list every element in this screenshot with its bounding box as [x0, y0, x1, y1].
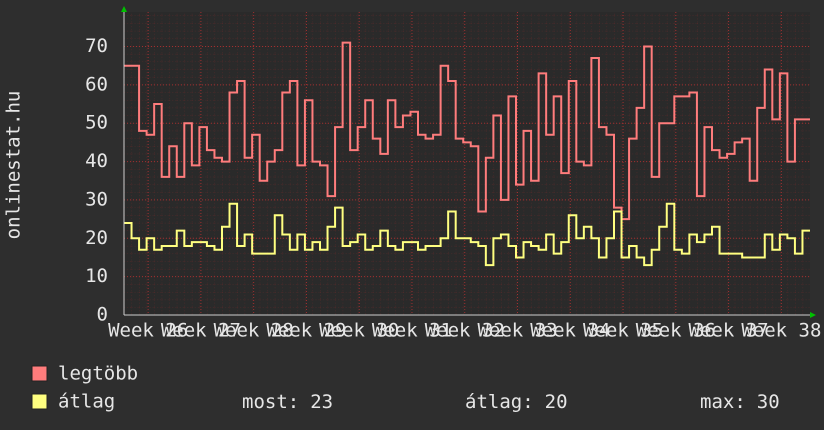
stat-label: max:	[700, 391, 746, 413]
legend-stat: max: 30	[700, 391, 780, 413]
y-tick-label: 50	[85, 112, 108, 134]
x-tick-label: Week 30	[319, 320, 399, 342]
y-axis-label: onlinestat.hu	[3, 91, 25, 240]
y-tick-label: 10	[85, 265, 108, 287]
x-tick-label: Week 37	[689, 320, 769, 342]
x-tick-label: Week 36	[636, 320, 716, 342]
x-tick-label: Week 38	[741, 320, 821, 342]
x-tick-label: Week 33	[477, 320, 557, 342]
y-tick-label: 60	[85, 73, 108, 95]
x-tick-label: Week 35	[583, 320, 663, 342]
y-tick-label: 40	[85, 150, 108, 172]
legend-stat: átlag: 20	[465, 391, 568, 413]
legend-stat: most: 23	[242, 391, 333, 413]
x-tick-label: Week 32	[425, 320, 505, 342]
minor-grid	[124, 12, 810, 315]
stat-label: most:	[242, 391, 299, 413]
x-tick-label: Week 27	[161, 320, 241, 342]
y-tick-label: 20	[85, 227, 108, 249]
stat-value: 20	[545, 391, 568, 413]
stat-label: átlag:	[465, 391, 534, 413]
stat-value: 23	[310, 391, 333, 413]
y-tick-label: 70	[85, 35, 108, 57]
legend-label: átlag	[58, 391, 115, 413]
legend-swatch	[31, 393, 48, 410]
axis-arrow	[121, 6, 127, 12]
legend-label: legtöbb	[58, 363, 138, 385]
axis-arrow	[810, 312, 816, 318]
y-tick-label: 30	[85, 188, 108, 210]
series-line	[124, 41, 810, 221]
y-tick-label: 0	[97, 304, 108, 326]
x-tick-label: Week 26	[108, 320, 188, 342]
x-tick-label: Week 29	[266, 320, 346, 342]
x-tick-label: Week 34	[530, 320, 610, 342]
stat-value: 30	[757, 391, 780, 413]
legend-swatch	[31, 365, 48, 382]
x-tick-label: Week 28	[214, 320, 294, 342]
x-tick-label: Week 31	[372, 320, 452, 342]
series-line	[124, 202, 810, 267]
